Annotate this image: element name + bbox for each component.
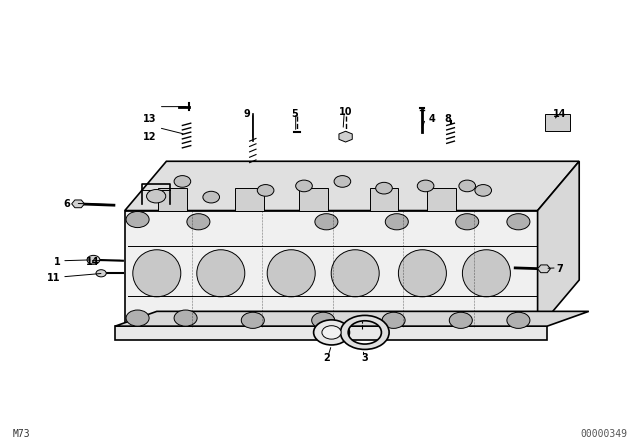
Circle shape xyxy=(314,320,349,345)
Circle shape xyxy=(87,255,100,264)
Circle shape xyxy=(257,185,274,196)
Circle shape xyxy=(334,176,351,187)
FancyBboxPatch shape xyxy=(545,114,570,131)
Text: 13: 13 xyxy=(143,114,157,124)
Polygon shape xyxy=(115,311,589,326)
Text: 12: 12 xyxy=(143,132,157,142)
Polygon shape xyxy=(72,200,84,208)
Circle shape xyxy=(241,312,264,328)
Ellipse shape xyxy=(462,250,511,297)
Text: 14: 14 xyxy=(553,109,567,119)
Circle shape xyxy=(475,185,492,196)
Circle shape xyxy=(96,270,106,277)
Text: 8: 8 xyxy=(445,114,451,124)
Circle shape xyxy=(507,312,530,328)
Ellipse shape xyxy=(133,250,181,297)
Text: 4: 4 xyxy=(429,114,436,124)
Polygon shape xyxy=(125,211,538,329)
FancyBboxPatch shape xyxy=(428,188,456,211)
Circle shape xyxy=(187,214,210,230)
Circle shape xyxy=(147,190,166,203)
Text: 3: 3 xyxy=(362,353,368,363)
Text: 11: 11 xyxy=(47,273,61,283)
Text: 6: 6 xyxy=(63,199,70,209)
Circle shape xyxy=(174,176,191,187)
Polygon shape xyxy=(538,265,550,273)
Circle shape xyxy=(456,214,479,230)
Circle shape xyxy=(322,326,341,339)
Text: 1: 1 xyxy=(54,257,61,267)
Circle shape xyxy=(126,211,149,228)
Ellipse shape xyxy=(197,250,244,297)
Text: 10: 10 xyxy=(339,107,353,117)
Circle shape xyxy=(459,180,476,192)
Circle shape xyxy=(382,312,405,328)
Circle shape xyxy=(203,191,220,203)
Polygon shape xyxy=(538,161,579,329)
Text: 7: 7 xyxy=(557,264,564,274)
Polygon shape xyxy=(115,326,547,340)
Ellipse shape xyxy=(332,250,380,297)
FancyBboxPatch shape xyxy=(300,188,328,211)
Circle shape xyxy=(315,214,338,230)
Text: 2: 2 xyxy=(323,353,330,363)
Circle shape xyxy=(174,310,197,326)
Circle shape xyxy=(507,214,530,230)
Ellipse shape xyxy=(268,250,315,297)
FancyBboxPatch shape xyxy=(159,188,188,211)
Circle shape xyxy=(417,180,434,192)
Text: 9: 9 xyxy=(243,109,250,119)
Polygon shape xyxy=(339,131,352,142)
Text: 00000349: 00000349 xyxy=(580,429,627,439)
Circle shape xyxy=(296,180,312,192)
Text: 14: 14 xyxy=(86,257,100,267)
Text: M73: M73 xyxy=(13,429,31,439)
Polygon shape xyxy=(125,161,579,211)
FancyBboxPatch shape xyxy=(236,188,264,211)
Circle shape xyxy=(126,310,149,326)
Circle shape xyxy=(312,312,335,328)
Circle shape xyxy=(376,182,392,194)
Ellipse shape xyxy=(398,250,447,297)
Circle shape xyxy=(385,214,408,230)
FancyBboxPatch shape xyxy=(370,188,398,211)
Text: 5: 5 xyxy=(291,109,298,119)
Circle shape xyxy=(449,312,472,328)
